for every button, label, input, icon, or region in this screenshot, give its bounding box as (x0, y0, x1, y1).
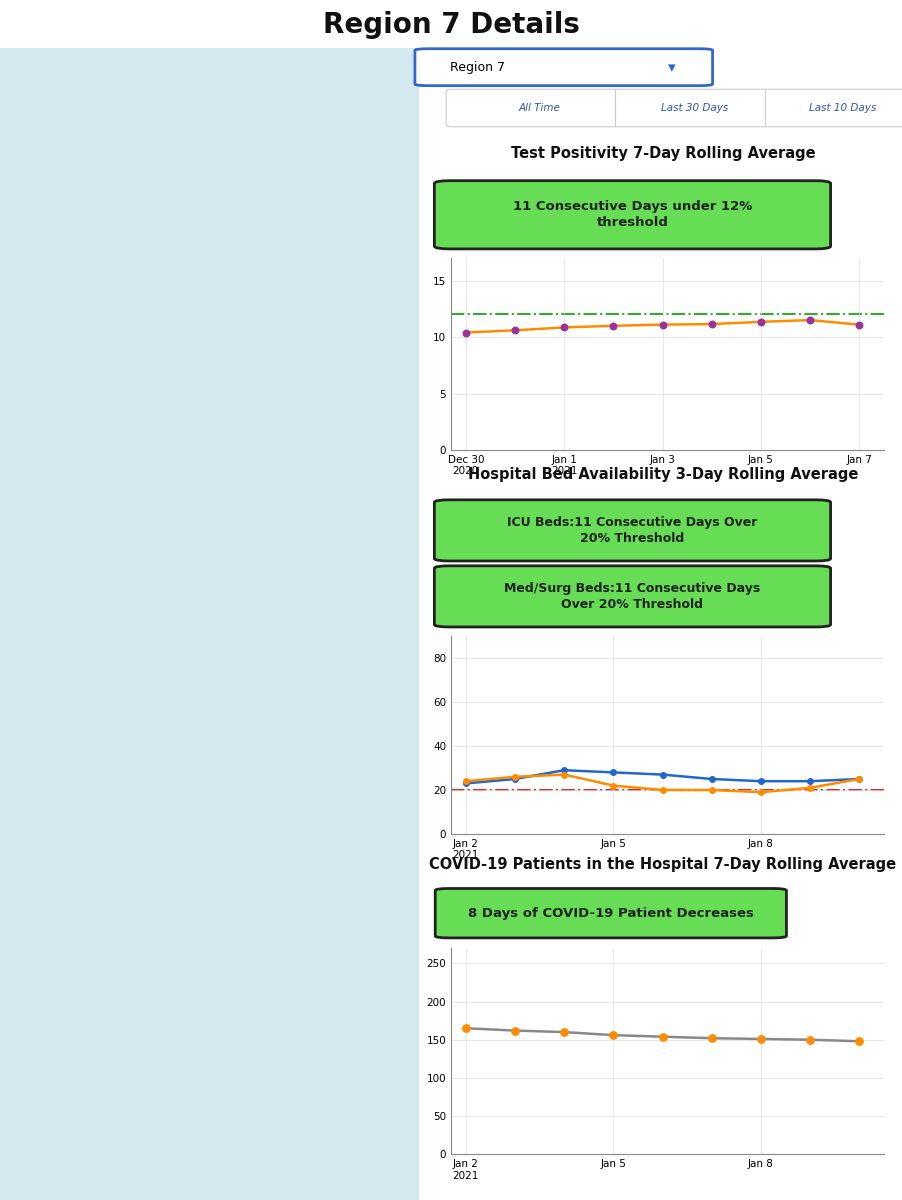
Text: ICU Beds:11 Consecutive Days Over
20% Threshold: ICU Beds:11 Consecutive Days Over 20% Th… (507, 516, 758, 545)
Point (754, 1030, 769, 1049)
FancyBboxPatch shape (436, 888, 787, 938)
Point (458, 323, 473, 342)
Point (803, 311, 817, 330)
Text: All Time: All Time (519, 103, 561, 113)
Point (803, 1030, 817, 1049)
Point (557, 318, 571, 337)
Point (656, 316, 670, 335)
Text: Last 10 Days: Last 10 Days (809, 103, 876, 113)
Point (606, 1026, 621, 1045)
Point (557, 1022, 571, 1042)
Point (852, 1032, 867, 1051)
Text: 8 Days of COVID-19 Patient Decreases: 8 Days of COVID-19 Patient Decreases (468, 907, 754, 919)
FancyBboxPatch shape (435, 181, 831, 248)
FancyBboxPatch shape (415, 49, 713, 85)
Point (852, 316, 867, 335)
Text: ▾: ▾ (668, 60, 676, 74)
FancyBboxPatch shape (435, 500, 831, 560)
Text: Hospital Bed Availability 3-Day Rolling Average: Hospital Bed Availability 3-Day Rolling … (468, 467, 858, 481)
Point (754, 312, 769, 331)
FancyBboxPatch shape (435, 566, 831, 626)
Text: COVID-19 Patients in the Hospital 7-Day Rolling Average: COVID-19 Patients in the Hospital 7-Day … (429, 857, 897, 871)
Point (458, 1019, 473, 1038)
FancyBboxPatch shape (446, 89, 902, 127)
Text: Med/Surg Beds:11 Consecutive Days
Over 20% Threshold: Med/Surg Beds:11 Consecutive Days Over 2… (504, 582, 760, 611)
Point (704, 1028, 719, 1048)
Point (656, 1027, 670, 1046)
Text: Region 7 Details: Region 7 Details (323, 11, 579, 40)
Text: Last 30 Days: Last 30 Days (661, 103, 728, 113)
Point (508, 320, 522, 340)
Text: Region 7: Region 7 (450, 61, 505, 73)
Point (508, 1021, 522, 1040)
Point (606, 316, 621, 335)
Text: 11 Consecutive Days under 12%
threshold: 11 Consecutive Days under 12% threshold (513, 200, 752, 229)
Text: Test Positivity 7-Day Rolling Average: Test Positivity 7-Day Rolling Average (511, 146, 815, 161)
Point (704, 314, 719, 334)
